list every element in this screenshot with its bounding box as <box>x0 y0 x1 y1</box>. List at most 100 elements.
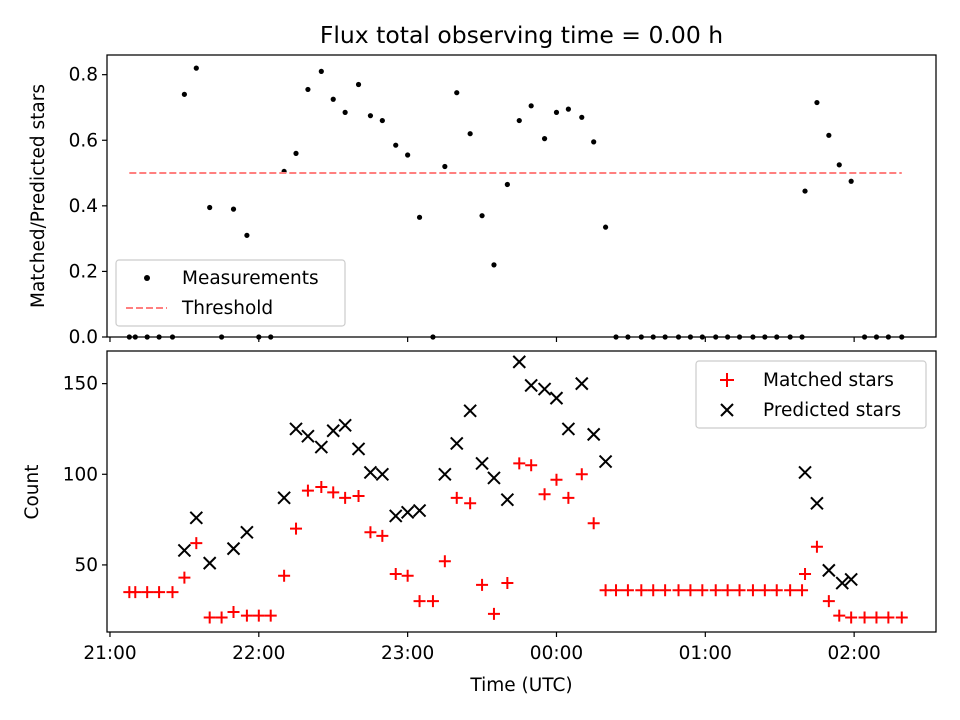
measurement-point <box>591 139 597 145</box>
y-tick-label: 0.6 <box>69 130 98 151</box>
predicted-star-point <box>314 440 329 454</box>
y-tick-label: 0.2 <box>69 261 98 282</box>
measurement-point <box>579 114 585 120</box>
matched-star-point <box>389 567 402 580</box>
measurement-point <box>528 103 534 109</box>
matched-star-point <box>635 584 648 597</box>
matched-star-point <box>438 555 451 568</box>
matched-star-point <box>327 486 340 499</box>
measurement-point <box>454 90 460 96</box>
legend-matched-label: Matched stars <box>763 370 894 391</box>
matched-star-point <box>227 606 240 619</box>
bottom-y-axis-label: Count <box>22 465 43 520</box>
bottom-legend: Matched stars Predicted stars <box>695 360 927 429</box>
matched-star-point <box>799 567 812 580</box>
predicted-star-point <box>586 427 601 442</box>
matched-star-point <box>501 577 514 590</box>
y-tick-label: 100 <box>63 464 98 485</box>
measurement-point <box>293 150 299 156</box>
legend-predicted-label: Predicted stars <box>763 400 901 421</box>
predicted-star-point <box>810 496 824 510</box>
predicted-star-point <box>177 543 192 558</box>
matched-star-point <box>278 569 291 582</box>
predicted-star-point <box>524 378 538 393</box>
x-tick-label: 23:00 <box>381 643 434 664</box>
matched-star-point <box>845 611 858 624</box>
top-legend: Measurements Threshold <box>115 259 346 327</box>
y-tick-label: 50 <box>74 555 98 576</box>
predicted-star-point <box>277 491 291 505</box>
matched-star-point <box>770 584 783 597</box>
measurement-point <box>491 262 497 268</box>
predicted-star-point <box>289 422 303 436</box>
predicted-star-point <box>301 429 315 443</box>
measurement-point <box>553 109 560 115</box>
predicted-star-point <box>338 418 352 433</box>
measurement-point <box>355 81 362 88</box>
matched-star-point <box>352 490 365 503</box>
predicted-star-point <box>487 471 501 485</box>
measurement-point <box>826 132 832 138</box>
matched-star-point <box>215 611 228 624</box>
measurement-point <box>848 178 854 184</box>
predicted-star-point <box>400 505 415 520</box>
predicted-star-point <box>598 454 613 469</box>
matched-star-point <box>610 584 623 597</box>
measurement-point <box>516 117 522 124</box>
measurement-point <box>181 91 187 97</box>
top-legend-box <box>115 259 346 327</box>
predicted-star-point <box>844 572 858 587</box>
matched-star-point <box>513 457 526 470</box>
legend-measurements-marker <box>144 275 150 281</box>
legend-measurements-label: Measurements <box>182 268 319 289</box>
matched-star-point <box>364 526 377 539</box>
matched-star-point <box>252 609 265 622</box>
predicted-star-point <box>351 442 366 456</box>
predicted-star-point <box>363 465 378 480</box>
measurement-point <box>393 142 399 148</box>
measurement-point <box>405 152 411 158</box>
measurement-point <box>367 113 374 119</box>
x-axis-label: Time (UTC) <box>469 675 572 696</box>
measurement-point <box>207 204 213 211</box>
predicted-star-point <box>835 576 849 590</box>
predicted-star-point <box>798 465 812 480</box>
legend-threshold-label: Threshold <box>181 298 273 319</box>
matched-star-point <box>141 586 154 599</box>
matched-star-point <box>599 584 612 597</box>
matched-star-point <box>166 586 179 599</box>
matched-star-point <box>413 595 426 608</box>
measurement-point <box>802 188 808 194</box>
measurement-point <box>318 68 324 74</box>
matched-star-point <box>822 595 835 608</box>
matched-star-point <box>647 584 660 597</box>
matched-star-point <box>290 522 303 535</box>
predicted-star-point <box>450 436 464 451</box>
matched-star-point <box>870 611 883 624</box>
matched-star-point <box>562 491 575 504</box>
predicted-star-point <box>549 391 564 405</box>
predicted-star-point <box>375 467 390 481</box>
y-tick-label: 0.0 <box>69 327 98 348</box>
measurement-point <box>541 136 548 142</box>
predicted-star-point <box>226 541 241 556</box>
matched-star-point <box>684 584 697 597</box>
measurement-point <box>602 224 609 230</box>
legend-matched-marker <box>720 373 734 387</box>
matched-star-point <box>203 611 216 624</box>
measurement-point <box>504 181 510 188</box>
predicted-star-point <box>463 404 477 418</box>
predicted-star-point <box>189 511 204 525</box>
matched-star-point <box>190 537 203 550</box>
measurement-point <box>416 214 423 220</box>
matched-star-point <box>575 468 588 481</box>
y-tick-label: 0.4 <box>69 196 98 217</box>
predicted-star-point <box>389 509 403 523</box>
measurement-point <box>342 109 348 115</box>
matched-star-point <box>525 459 538 472</box>
matched-star-point <box>758 584 771 597</box>
matched-star-point <box>264 609 277 622</box>
top-y-axis-label: Matched/Predicted stars <box>28 84 49 308</box>
bottom-y-axis: 50 100 150 <box>63 374 107 576</box>
predicted-star-point <box>822 563 836 578</box>
